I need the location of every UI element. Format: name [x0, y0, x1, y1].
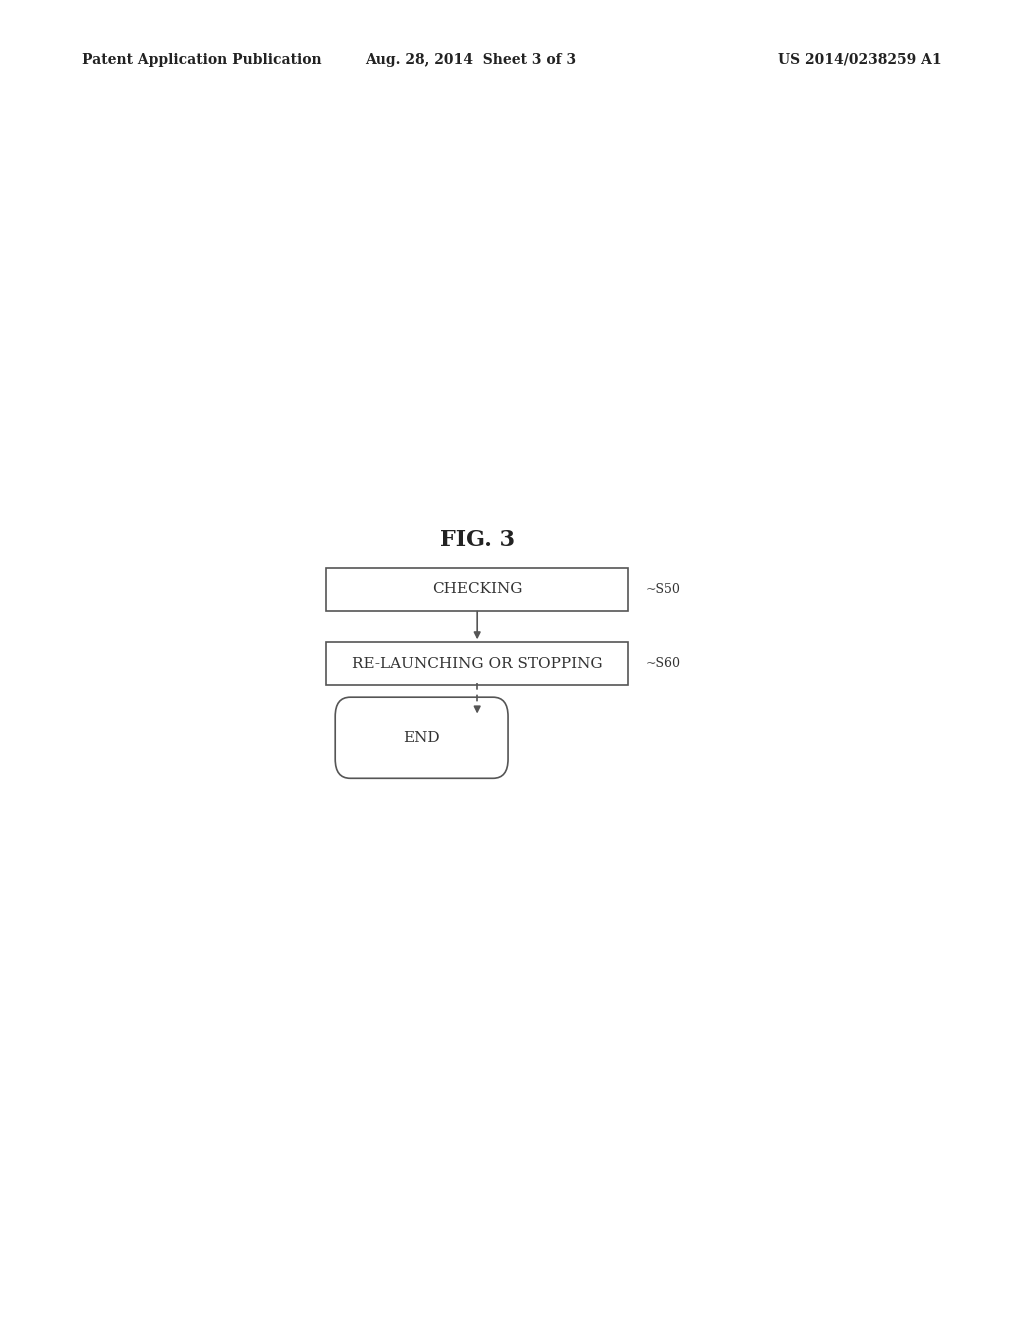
Text: US 2014/0238259 A1: US 2014/0238259 A1	[778, 53, 942, 67]
FancyBboxPatch shape	[335, 697, 508, 779]
Text: END: END	[403, 731, 440, 744]
Text: Patent Application Publication: Patent Application Publication	[82, 53, 322, 67]
Text: Aug. 28, 2014  Sheet 3 of 3: Aug. 28, 2014 Sheet 3 of 3	[366, 53, 577, 67]
FancyBboxPatch shape	[327, 568, 628, 611]
Text: ~S50: ~S50	[645, 583, 680, 595]
FancyBboxPatch shape	[327, 643, 628, 685]
Text: CHECKING: CHECKING	[432, 582, 522, 597]
Text: ~S60: ~S60	[645, 657, 680, 671]
Text: FIG. 3: FIG. 3	[439, 528, 515, 550]
Text: RE-LAUNCHING OR STOPPING: RE-LAUNCHING OR STOPPING	[352, 656, 602, 671]
